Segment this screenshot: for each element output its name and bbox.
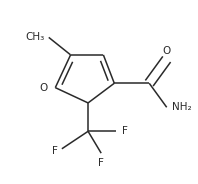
Text: O: O [163,46,171,56]
Text: O: O [39,83,48,93]
Text: NH₂: NH₂ [172,102,192,112]
Text: CH₃: CH₃ [25,32,44,42]
Text: F: F [122,126,128,136]
Text: F: F [52,146,57,156]
Text: F: F [98,158,104,167]
